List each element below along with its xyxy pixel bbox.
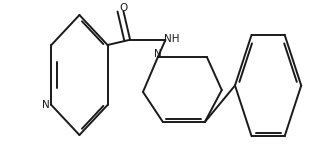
Text: NH: NH	[164, 34, 179, 44]
Text: O: O	[119, 3, 127, 13]
Text: N: N	[154, 49, 162, 59]
Text: N: N	[41, 100, 49, 110]
